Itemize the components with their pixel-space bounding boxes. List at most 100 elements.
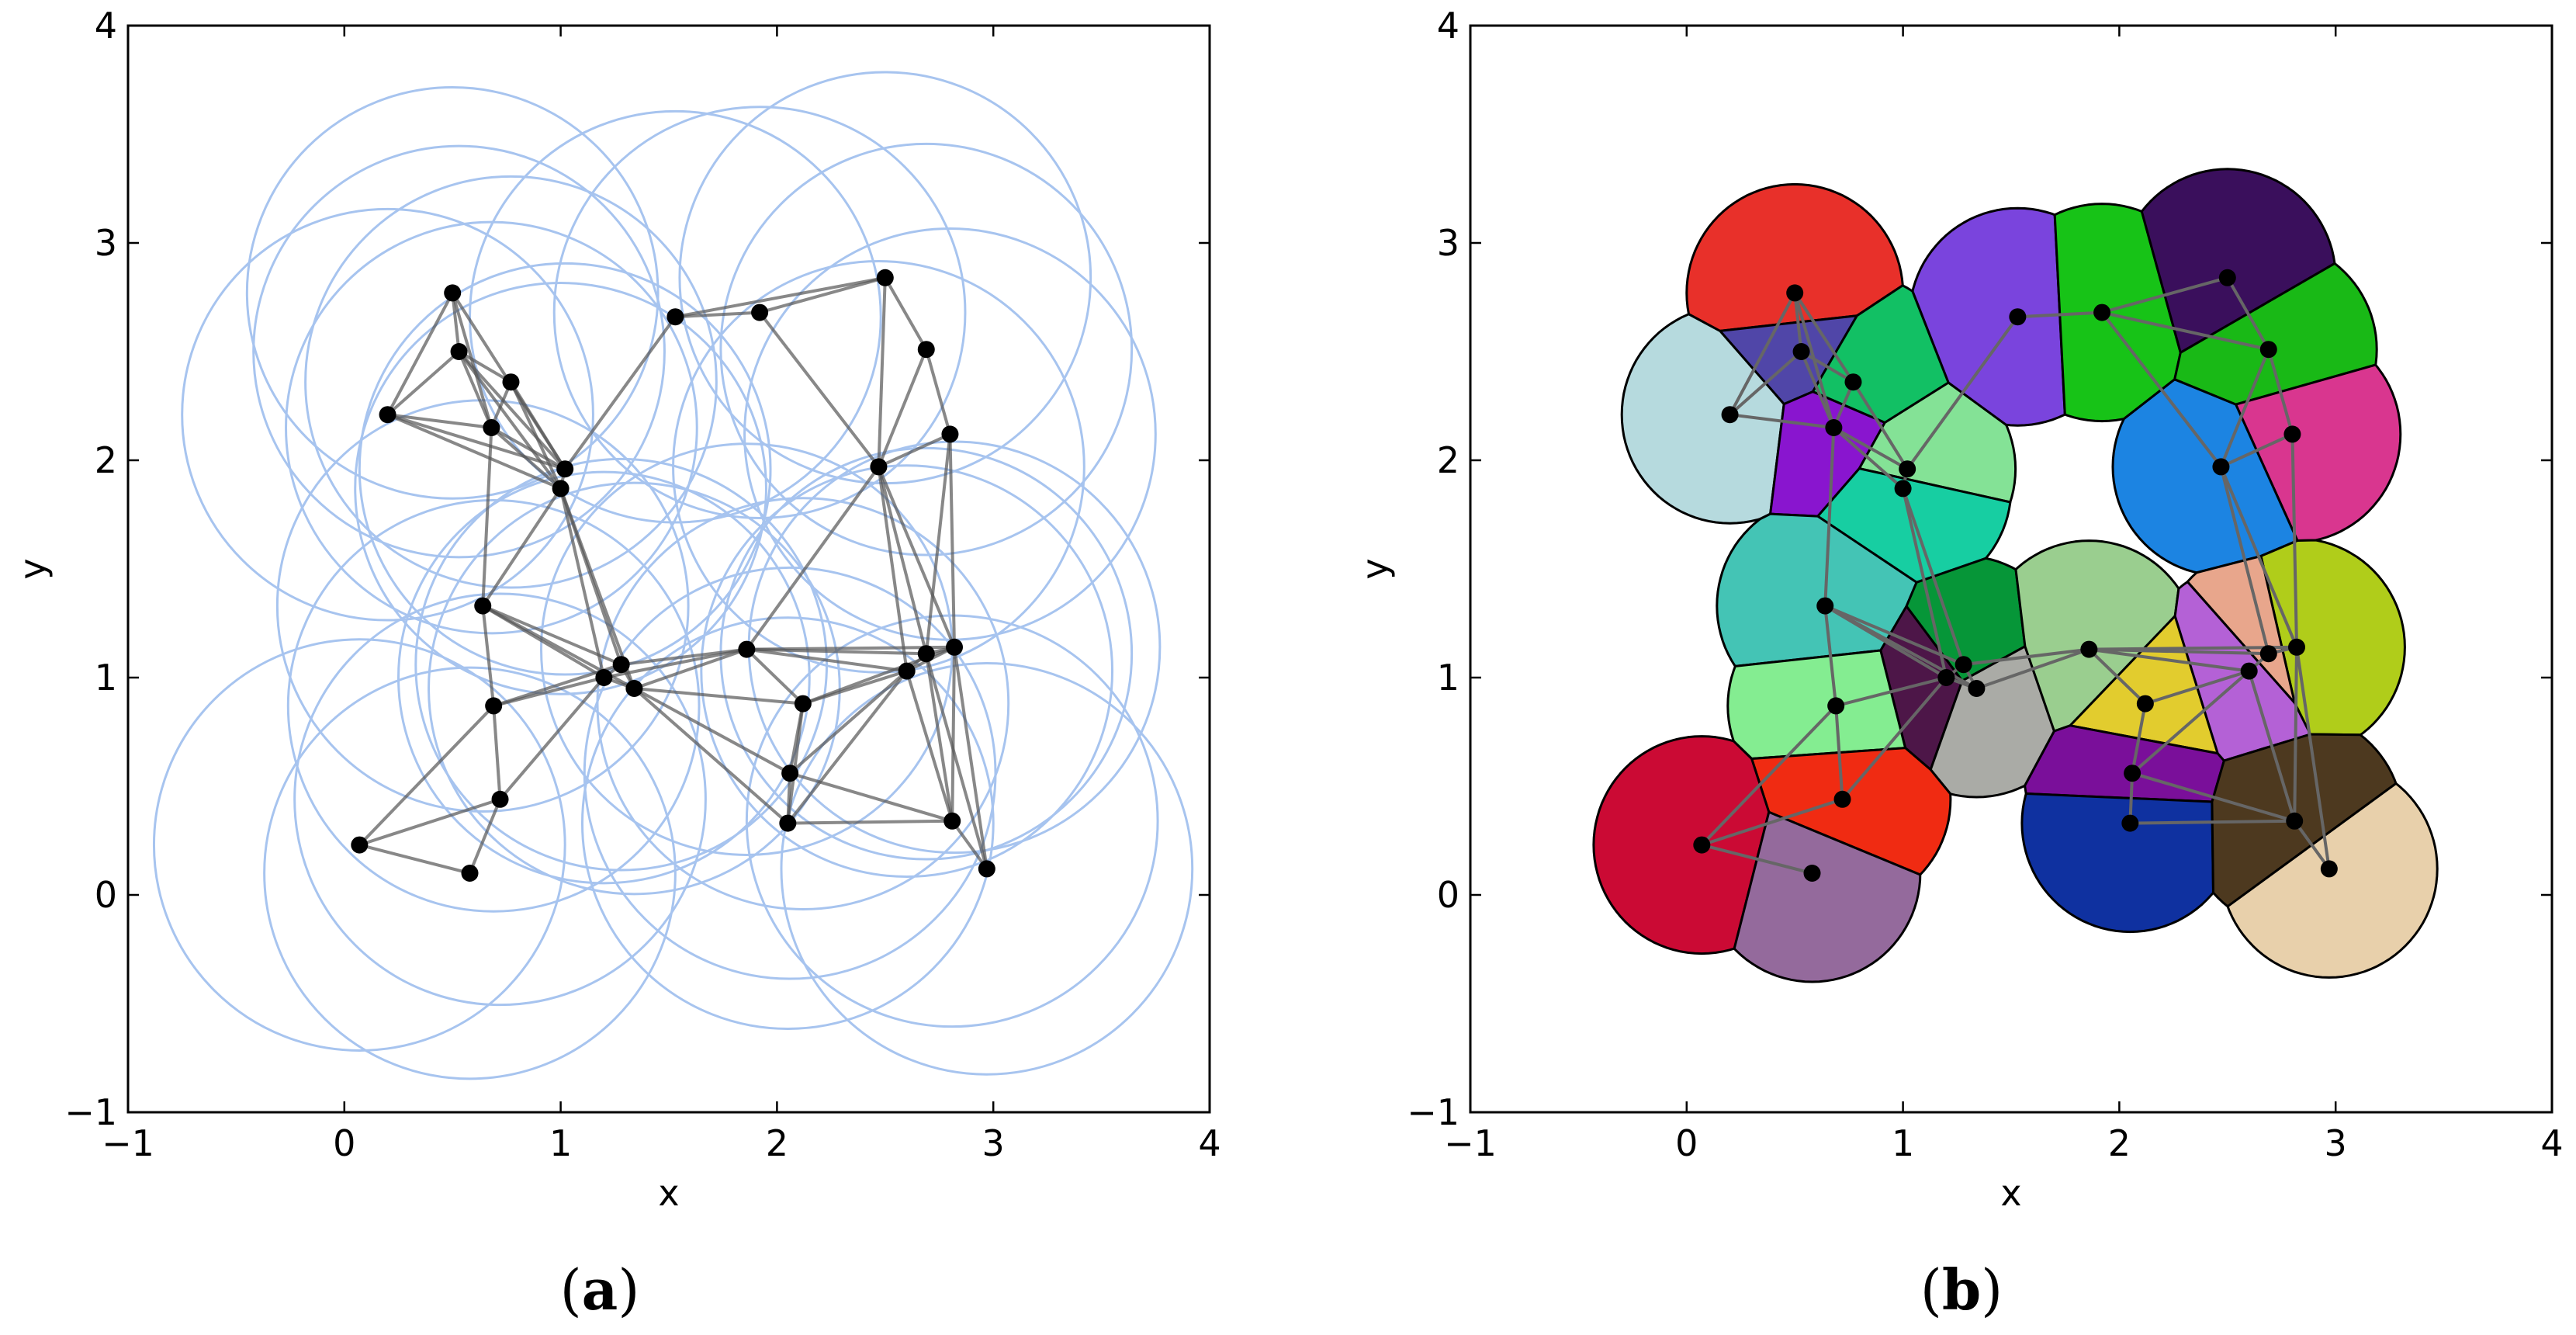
- partition-cell: [1726, 649, 1907, 760]
- graph-node: [779, 814, 797, 832]
- graph-node: [2136, 695, 2154, 713]
- graph-edge: [509, 381, 563, 490]
- graph-node: [978, 860, 995, 878]
- partition-cell: [1592, 735, 1771, 955]
- range-circle: [397, 470, 811, 885]
- partition-cell: [1733, 810, 1922, 983]
- graph-node: [898, 662, 916, 680]
- graph-edge: [950, 647, 957, 821]
- graph-edge: [1800, 350, 1854, 383]
- graph-edge: [746, 647, 926, 656]
- graph-edge: [948, 434, 957, 647]
- graph-node: [2093, 303, 2111, 321]
- range-circle: [354, 282, 767, 695]
- graph-edge: [877, 348, 928, 468]
- graph-edge: [2247, 671, 2297, 822]
- graph-edge: [387, 413, 492, 429]
- y-tick-label: 2: [1437, 439, 1459, 481]
- graph-edge: [1834, 706, 1844, 799]
- x-tick-label: 0: [1675, 1122, 1698, 1164]
- x-tick-label: 2: [766, 1122, 788, 1164]
- graph-node: [2286, 812, 2304, 830]
- graph-node: [1833, 790, 1851, 808]
- graph-edge: [633, 687, 791, 775]
- x-tick-label: 0: [333, 1122, 355, 1164]
- graph-node: [625, 680, 643, 697]
- graph-edge: [1833, 426, 1909, 470]
- graph-node: [474, 597, 492, 615]
- graph-edge: [786, 670, 909, 824]
- graph-edge: [789, 772, 953, 823]
- graph-edge: [2219, 348, 2270, 468]
- graph-edge: [386, 350, 460, 416]
- graph-edge: [924, 653, 954, 822]
- y-tick-label: −1: [1407, 1091, 1459, 1133]
- graph-node: [502, 373, 520, 391]
- graph-node: [2288, 638, 2306, 656]
- graph-edge: [1963, 647, 2090, 667]
- graph-edge: [457, 351, 493, 428]
- graph-edge: [1793, 292, 1855, 383]
- partition-cell: [2235, 363, 2402, 542]
- graph-node: [917, 341, 935, 359]
- graph-node: [450, 343, 468, 360]
- y-tick-label: 2: [95, 439, 117, 481]
- partition-cell: [1750, 747, 1952, 876]
- graph-node: [612, 656, 630, 674]
- graph-edge: [674, 276, 886, 319]
- graph-edge: [2293, 820, 2331, 870]
- graph-edge: [877, 466, 956, 648]
- graph-edge: [1901, 487, 1948, 678]
- graph-edge: [563, 316, 677, 470]
- graph-node: [738, 640, 756, 658]
- panel-b: −1 0 1 2 3 4 −1 0 1 2 3 4 x y (b): [1354, 5, 2564, 1323]
- partition-cell: [2211, 733, 2398, 908]
- graph-node: [2080, 640, 2098, 658]
- graph-edge: [759, 276, 886, 314]
- partition-cell: [1620, 313, 1785, 525]
- graph-edge: [2101, 276, 2228, 314]
- graph-node: [595, 669, 613, 686]
- graph-edge: [451, 293, 461, 352]
- graph-edge: [745, 648, 805, 706]
- range-circle: [552, 106, 967, 519]
- graph-node: [491, 790, 509, 808]
- graph-node: [667, 308, 684, 326]
- graph-edge: [2101, 310, 2270, 352]
- graph-node: [781, 765, 799, 782]
- graph-edge: [482, 604, 622, 667]
- graph-edge: [481, 605, 496, 706]
- graph-node: [1825, 419, 1843, 436]
- graph-edge: [358, 797, 501, 847]
- y-axis-label: y: [1354, 558, 1396, 579]
- graph-node: [1816, 597, 1834, 615]
- graph-node: [2259, 645, 2277, 663]
- partition-cell: [2014, 539, 2180, 733]
- graph-edge: [877, 466, 928, 654]
- graph-edge: [1901, 487, 1965, 665]
- range-circle: [181, 207, 594, 622]
- graph-node: [2240, 662, 2258, 680]
- graph-node: [2121, 814, 2139, 832]
- graph-edge: [2295, 647, 2331, 869]
- x-tick-label: 3: [982, 1122, 1005, 1164]
- graph-edge: [603, 647, 747, 679]
- range-circle: [293, 592, 707, 1007]
- range-circle: [583, 566, 997, 980]
- graph-node: [351, 836, 369, 854]
- range-circle: [286, 499, 701, 913]
- x-tick-label: 3: [2325, 1122, 2347, 1164]
- graph-edge: [468, 799, 502, 874]
- partition-cell: [2140, 168, 2336, 354]
- plot-frame: [126, 24, 1211, 1114]
- graph-node: [1899, 460, 1916, 478]
- graph-edge: [1906, 316, 2019, 470]
- y-tick-label: 0: [1437, 874, 1459, 916]
- graph-edge: [458, 350, 566, 470]
- graph-node: [1894, 480, 1912, 498]
- panel-caption: (a): [560, 1257, 640, 1323]
- graph-edge: [1701, 843, 1813, 875]
- panel-caption-letter: a: [582, 1257, 618, 1323]
- x-axis-label: x: [2000, 1172, 2021, 1214]
- range-circle: [469, 109, 882, 524]
